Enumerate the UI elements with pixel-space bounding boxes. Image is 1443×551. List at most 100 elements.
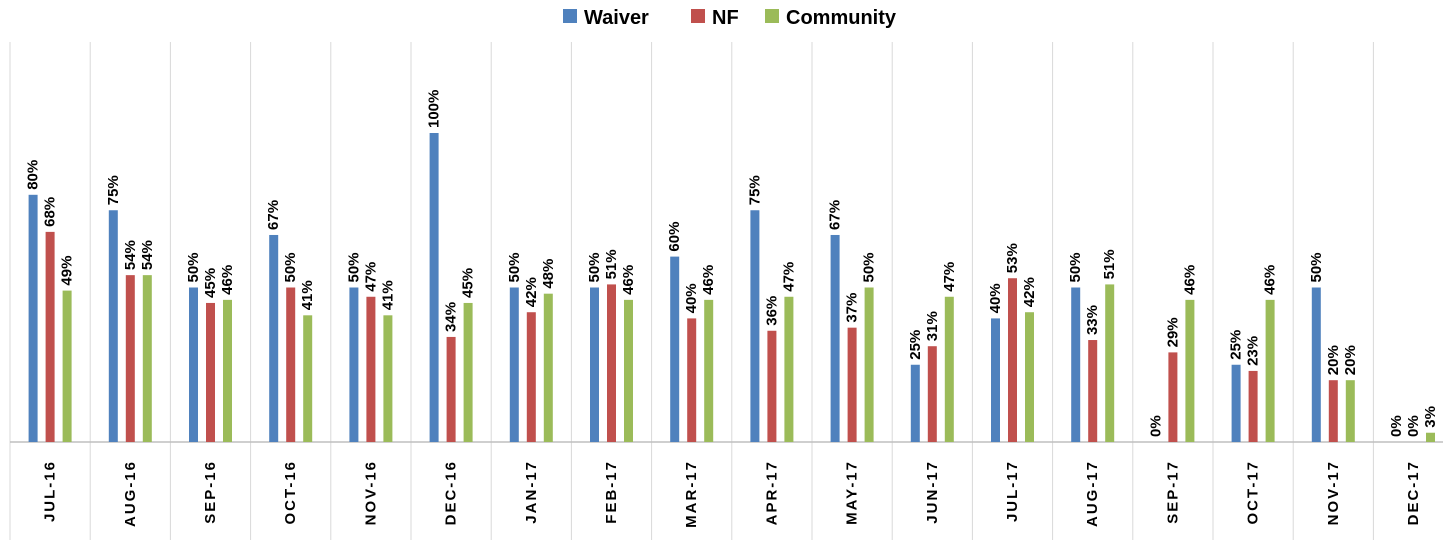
bar bbox=[991, 318, 1000, 442]
value-label: 80% bbox=[25, 160, 42, 190]
value-label: 33% bbox=[1084, 305, 1101, 335]
bar bbox=[429, 133, 439, 442]
bar bbox=[687, 318, 697, 442]
value-label: 34% bbox=[443, 302, 460, 332]
value-label: 50% bbox=[506, 252, 523, 282]
x-tick-label: MAR-17 bbox=[683, 460, 700, 528]
x-tick-label: OCT-16 bbox=[282, 460, 299, 525]
value-label: 54% bbox=[122, 240, 139, 270]
x-tick-label: OCT-17 bbox=[1245, 460, 1262, 525]
bar bbox=[1025, 312, 1034, 442]
bar bbox=[1168, 352, 1178, 442]
bar bbox=[366, 296, 376, 442]
x-tick-label: JUL-17 bbox=[1004, 460, 1021, 522]
bar bbox=[1328, 380, 1338, 442]
x-tick-label: JUN-17 bbox=[924, 460, 941, 524]
value-label: 47% bbox=[780, 262, 797, 292]
bar bbox=[543, 293, 553, 442]
x-tick-label: DEC-16 bbox=[443, 460, 460, 525]
bar bbox=[223, 299, 232, 442]
bar bbox=[509, 287, 519, 442]
bar bbox=[28, 194, 38, 442]
value-label: 50% bbox=[586, 252, 603, 282]
bar bbox=[463, 302, 473, 442]
bar bbox=[125, 275, 135, 442]
bar bbox=[704, 299, 714, 442]
x-tick-label: AUG-16 bbox=[122, 460, 139, 527]
x-tick-label: FEB-17 bbox=[603, 460, 620, 524]
value-label: 75% bbox=[746, 175, 763, 205]
value-label: 67% bbox=[265, 200, 282, 230]
value-label: 50% bbox=[345, 252, 362, 282]
bar bbox=[1185, 299, 1195, 442]
bar bbox=[670, 256, 680, 442]
value-label: 25% bbox=[907, 330, 924, 360]
x-tick-label: NOV-16 bbox=[362, 460, 379, 525]
value-label: 37% bbox=[844, 293, 861, 323]
x-tick-label: JUL-16 bbox=[42, 460, 59, 522]
bar bbox=[303, 315, 313, 442]
x-tick-label: SEP-17 bbox=[1164, 460, 1181, 524]
x-tick-label: SEP-16 bbox=[202, 460, 219, 524]
x-tick-label: NOV-17 bbox=[1325, 460, 1342, 525]
bar bbox=[446, 336, 456, 442]
bar bbox=[1008, 278, 1017, 442]
x-tick-label: MAY-17 bbox=[844, 460, 861, 525]
bar bbox=[189, 287, 198, 442]
legend-swatch bbox=[563, 9, 577, 23]
value-label: 41% bbox=[299, 280, 316, 310]
value-label: 53% bbox=[1004, 243, 1021, 273]
value-label: 40% bbox=[683, 283, 700, 313]
legend-label: Waiver bbox=[584, 7, 649, 29]
value-label: 50% bbox=[861, 252, 878, 282]
bar bbox=[784, 296, 794, 442]
bar bbox=[142, 275, 152, 442]
x-tick-label: JAN-17 bbox=[523, 460, 540, 524]
value-label: 46% bbox=[620, 265, 637, 295]
value-label: 20% bbox=[1325, 345, 1342, 375]
value-label: 67% bbox=[827, 200, 844, 230]
bar bbox=[1265, 299, 1275, 442]
bar bbox=[847, 327, 857, 442]
bar bbox=[590, 287, 599, 442]
value-label: 3% bbox=[1422, 406, 1439, 428]
bar bbox=[624, 299, 633, 442]
bar bbox=[830, 234, 840, 442]
bar bbox=[1088, 340, 1098, 442]
bar bbox=[526, 312, 536, 442]
value-label: 45% bbox=[460, 268, 477, 298]
bar bbox=[1071, 287, 1081, 442]
value-label: 0% bbox=[1147, 415, 1164, 437]
value-label: 100% bbox=[426, 90, 443, 128]
value-label: 50% bbox=[1308, 252, 1325, 282]
value-label: 75% bbox=[105, 175, 122, 205]
value-label: 42% bbox=[1021, 277, 1038, 307]
x-tick-label: DEC-17 bbox=[1405, 460, 1422, 525]
bar bbox=[62, 290, 72, 442]
value-label: 45% bbox=[202, 268, 219, 298]
value-label: 50% bbox=[185, 252, 202, 282]
value-label: 46% bbox=[1262, 265, 1279, 295]
value-label: 29% bbox=[1164, 317, 1181, 347]
value-label: 54% bbox=[139, 240, 156, 270]
value-label: 51% bbox=[603, 249, 620, 279]
value-label: 47% bbox=[362, 262, 379, 292]
legend-swatch bbox=[765, 9, 779, 23]
bar bbox=[1311, 287, 1321, 442]
value-label: 68% bbox=[42, 197, 59, 227]
x-tick-label: APR-17 bbox=[763, 460, 780, 525]
value-label: 48% bbox=[540, 259, 557, 289]
value-label: 41% bbox=[379, 280, 396, 310]
bar bbox=[108, 210, 118, 442]
value-label: 46% bbox=[700, 265, 717, 295]
value-label: 60% bbox=[666, 222, 683, 252]
bar bbox=[1231, 364, 1241, 442]
value-label: 20% bbox=[1342, 345, 1359, 375]
x-tick-label: AUG-17 bbox=[1084, 460, 1101, 527]
value-label: 51% bbox=[1101, 249, 1118, 279]
bar bbox=[607, 284, 616, 442]
bar bbox=[1345, 380, 1355, 442]
legend-label: Community bbox=[786, 7, 897, 29]
value-label: 40% bbox=[987, 283, 1004, 313]
